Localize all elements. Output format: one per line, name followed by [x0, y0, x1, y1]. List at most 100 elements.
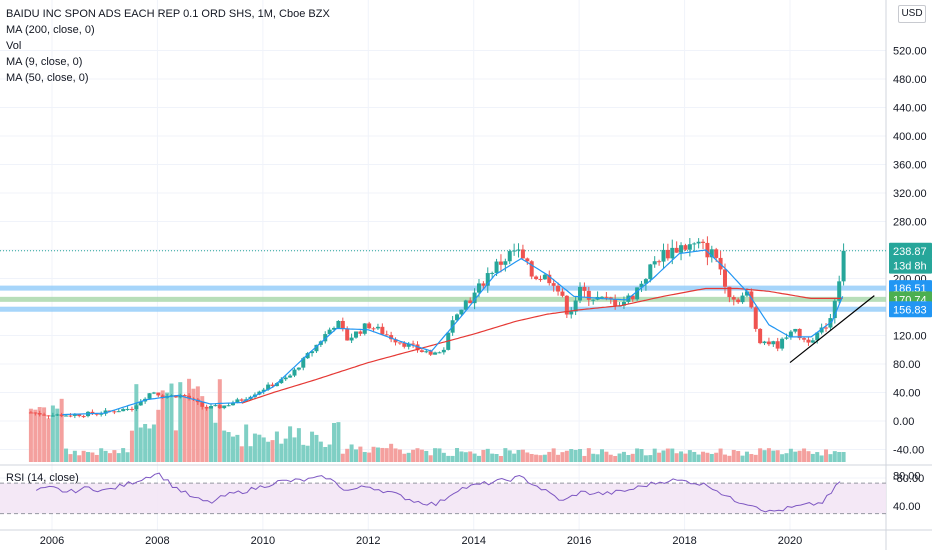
volume-bar — [64, 448, 69, 462]
candle-body — [705, 242, 710, 258]
volume-bar — [450, 455, 455, 462]
price-badge-label: 13d 8h — [893, 261, 927, 273]
time-axis[interactable]: 2006 2008 2010 2012 2014 2016 2018 2020 — [40, 535, 802, 547]
candle-body — [103, 410, 108, 414]
candle-body — [288, 375, 293, 378]
candle-body — [608, 297, 613, 300]
candle-body — [701, 241, 706, 243]
currency-button[interactable]: USD — [898, 5, 926, 23]
candle-body — [371, 328, 376, 330]
volume-bar — [837, 452, 842, 462]
volume-bar — [182, 395, 187, 462]
volume-bar — [542, 454, 547, 462]
candle-body — [266, 384, 271, 390]
candle-body — [217, 405, 222, 409]
candle-body — [406, 343, 411, 347]
legend-vol[interactable]: Vol — [6, 40, 22, 52]
volume-bar — [305, 445, 310, 462]
volume-bar — [679, 451, 684, 462]
candle-body — [459, 309, 464, 315]
support-trendline — [789, 295, 875, 364]
volume-bar — [169, 383, 174, 462]
candle-body — [384, 334, 389, 336]
candle-body — [116, 411, 121, 413]
volume-bar — [591, 453, 596, 462]
candle-body — [121, 409, 126, 412]
volume-bar — [173, 430, 178, 462]
volume-bar — [701, 451, 706, 462]
volume-bar — [613, 455, 618, 462]
volume-bar — [766, 448, 771, 462]
candle-body — [230, 403, 235, 406]
candle-body — [415, 344, 420, 351]
candle-body — [112, 411, 117, 413]
volume-bar — [310, 431, 315, 462]
candle-body — [46, 415, 51, 417]
volume-bar — [503, 448, 508, 462]
candle-body — [42, 414, 47, 416]
volume-bar — [349, 444, 354, 462]
volume-bar — [143, 423, 148, 462]
candle-body — [94, 413, 99, 415]
candle-body — [261, 389, 266, 392]
price-badge-label: 156.83 — [893, 304, 927, 316]
volume-bar — [578, 449, 583, 462]
candle-body — [740, 295, 745, 303]
price-badge — [889, 301, 932, 318]
volume-bar — [279, 443, 284, 462]
volume-bar — [156, 409, 161, 462]
volume-bar — [318, 441, 323, 462]
time-tick-label: 2012 — [356, 535, 380, 547]
candle-body — [775, 341, 780, 349]
volume-bar — [389, 443, 394, 462]
volume-bar — [775, 450, 780, 462]
trendline[interactable] — [789, 295, 875, 364]
volume-bar — [815, 452, 820, 462]
volume-bar — [419, 449, 424, 462]
candle-body — [586, 290, 591, 300]
candle-body — [292, 369, 297, 376]
volume-bar — [806, 451, 811, 462]
candle-body — [90, 411, 95, 414]
candle-body — [683, 245, 688, 250]
price-tick-label: 520.00 — [893, 46, 927, 58]
volume-bar — [604, 451, 609, 462]
legend-ma9[interactable]: MA (9, close, 0) — [6, 56, 83, 68]
time-tick-label: 2010 — [251, 535, 275, 547]
volume-bar — [762, 450, 767, 462]
volume-bar — [731, 449, 736, 462]
candle-body — [670, 247, 675, 259]
candle-body — [99, 413, 104, 415]
level-band — [0, 306, 886, 312]
volume-bar — [345, 448, 350, 462]
candle-body — [520, 249, 525, 259]
volume-bar — [248, 446, 253, 462]
candle-body — [727, 286, 732, 298]
candle-body — [200, 402, 205, 407]
candle-body — [187, 395, 192, 399]
price-badge-label: 238.87 — [893, 246, 927, 258]
candle-body — [296, 367, 301, 370]
volume-bar — [599, 449, 604, 462]
price-axis[interactable]: 520.00 480.00 440.00 400.00 360.00 320.00 280.… — [893, 46, 927, 514]
candle-body — [665, 249, 670, 259]
legend-ma50[interactable]: MA (50, close, 0) — [6, 72, 89, 84]
volume-bar — [94, 454, 99, 462]
price-tick-label: 40.00 — [893, 388, 921, 400]
volume-bars — [28, 378, 846, 462]
candle-body — [490, 272, 495, 274]
candle-body — [731, 297, 736, 300]
rsi-legend[interactable]: RSI (14, close) — [6, 472, 79, 484]
volume-bar — [455, 448, 460, 462]
time-tick-label: 2016 — [567, 535, 591, 547]
candle-body — [657, 261, 662, 263]
volume-bar — [560, 452, 565, 462]
candle-body — [340, 320, 345, 329]
time-tick-label: 2018 — [672, 535, 696, 547]
candle-body — [591, 299, 596, 301]
candle-body — [424, 351, 429, 353]
candle-body — [463, 300, 468, 310]
volume-bar — [520, 449, 525, 462]
legend-ma200[interactable]: MA (200, close, 0) — [6, 24, 95, 36]
